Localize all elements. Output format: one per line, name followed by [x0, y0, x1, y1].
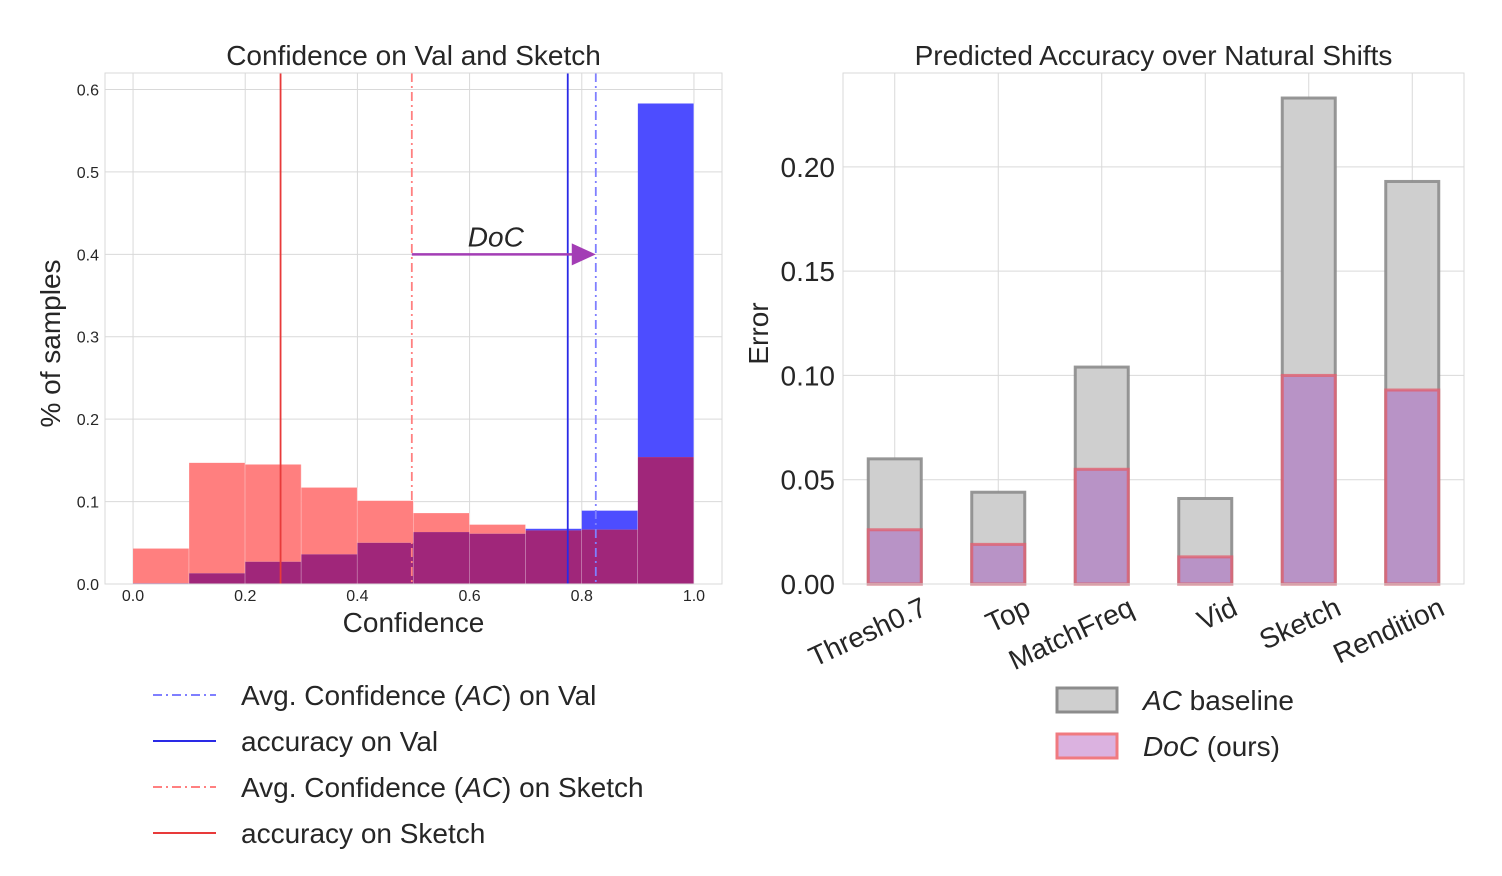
right-legend-label-0-part: AC — [1141, 685, 1183, 716]
doc-bar — [1073, 467, 1130, 586]
doc-bar — [1177, 555, 1234, 586]
doc-arrow-head — [571, 243, 596, 266]
right-plot-frame — [842, 72, 1465, 585]
val-bar — [581, 510, 638, 530]
y-tick-label: 0.05 — [781, 465, 836, 496]
legend-swatch-1 — [1055, 732, 1119, 760]
overlap-bar — [245, 561, 302, 584]
sketch-bar — [301, 487, 358, 555]
y-axis-label: Error — [743, 302, 774, 364]
x-tick-label: 0.0 — [122, 588, 144, 605]
val-bar — [525, 528, 582, 531]
overlap-bar — [525, 530, 582, 584]
y-tick-label: 0.1 — [77, 495, 99, 512]
y-tick-label: 0.0 — [77, 577, 99, 594]
sketch-bar — [133, 548, 190, 584]
left-chart-title: Confidence on Val and Sketch — [226, 40, 601, 71]
val-bar — [637, 103, 694, 458]
x-tick-label: 0.2 — [234, 588, 256, 605]
legend-label-3-part: accuracy on Sketch — [241, 818, 485, 849]
legend-label-2-part: AC — [461, 772, 503, 803]
legend-label-1-part: accuracy on Val — [241, 726, 438, 757]
legend-label-2: Avg. Confidence (AC) on Sketch — [241, 772, 644, 803]
doc-bar — [1280, 373, 1337, 586]
legend-label-0-part: AC — [461, 680, 503, 711]
overlap-bar — [301, 554, 358, 584]
right-legend-label-1-part: (ours) — [1199, 731, 1280, 762]
x-tick-label: 0.6 — [458, 588, 480, 605]
overlap-bar — [581, 529, 638, 584]
x-tick-label: 0.8 — [571, 588, 593, 605]
sketch-bar — [245, 464, 302, 562]
y-tick-label: 0.6 — [77, 82, 99, 99]
doc-bar — [970, 542, 1027, 586]
legend-label-0: Avg. Confidence (AC) on Val — [241, 680, 596, 711]
category-label: Rendition — [1328, 591, 1448, 669]
legend-label-3: accuracy on Sketch — [241, 818, 485, 849]
sketch-bar — [357, 500, 414, 543]
right-legend-label-1: DoC (ours) — [1143, 731, 1280, 762]
legend-label-0-part: Avg. Confidence ( — [241, 680, 464, 711]
legend-label-2-part: ) on Sketch — [502, 772, 644, 803]
doc-bar — [866, 528, 923, 586]
y-tick-label: 0.2 — [77, 412, 99, 429]
sketch-bar — [189, 462, 246, 574]
category-label: Thresh0.7 — [804, 591, 931, 672]
legend-swatch-0 — [1055, 686, 1119, 714]
legend-label-1: accuracy on Val — [241, 726, 438, 757]
y-tick-label: 0.3 — [77, 330, 99, 347]
x-tick-label: 1.0 — [683, 588, 705, 605]
overlap-bar — [189, 573, 246, 584]
category-label: Top — [981, 591, 1035, 638]
y-axis-label: % of samples — [35, 259, 66, 427]
legend-label-0-part: ) on Val — [502, 680, 596, 711]
doc-bar — [1384, 388, 1441, 586]
x-tick-label: 0.4 — [346, 588, 368, 605]
right-legend-label-1-part: DoC — [1143, 731, 1200, 762]
overlap-bar — [469, 533, 526, 584]
y-tick-label: 0.20 — [781, 152, 836, 183]
y-tick-label: 0.00 — [781, 569, 836, 600]
overlap-bar — [413, 532, 470, 584]
right-chart-title: Predicted Accuracy over Natural Shifts — [915, 40, 1393, 71]
overlap-bar — [357, 542, 414, 584]
overlap-bar — [637, 457, 694, 584]
left-plot-frame — [104, 72, 723, 585]
sketch-bar — [413, 513, 470, 533]
right-legend-label-0-part: baseline — [1182, 685, 1294, 716]
legend-label-2-part: Avg. Confidence ( — [241, 772, 464, 803]
sketch-bar — [469, 524, 526, 534]
y-tick-label: 0.10 — [781, 360, 836, 391]
category-label: Vid — [1192, 591, 1241, 636]
x-axis-label: Confidence — [343, 607, 485, 638]
doc-annotation: DoC — [468, 221, 525, 252]
y-tick-label: 0.4 — [77, 247, 99, 264]
y-tick-label: 0.15 — [781, 256, 836, 287]
y-tick-label: 0.5 — [77, 165, 99, 182]
right-legend-label-0: AC baseline — [1141, 685, 1294, 716]
